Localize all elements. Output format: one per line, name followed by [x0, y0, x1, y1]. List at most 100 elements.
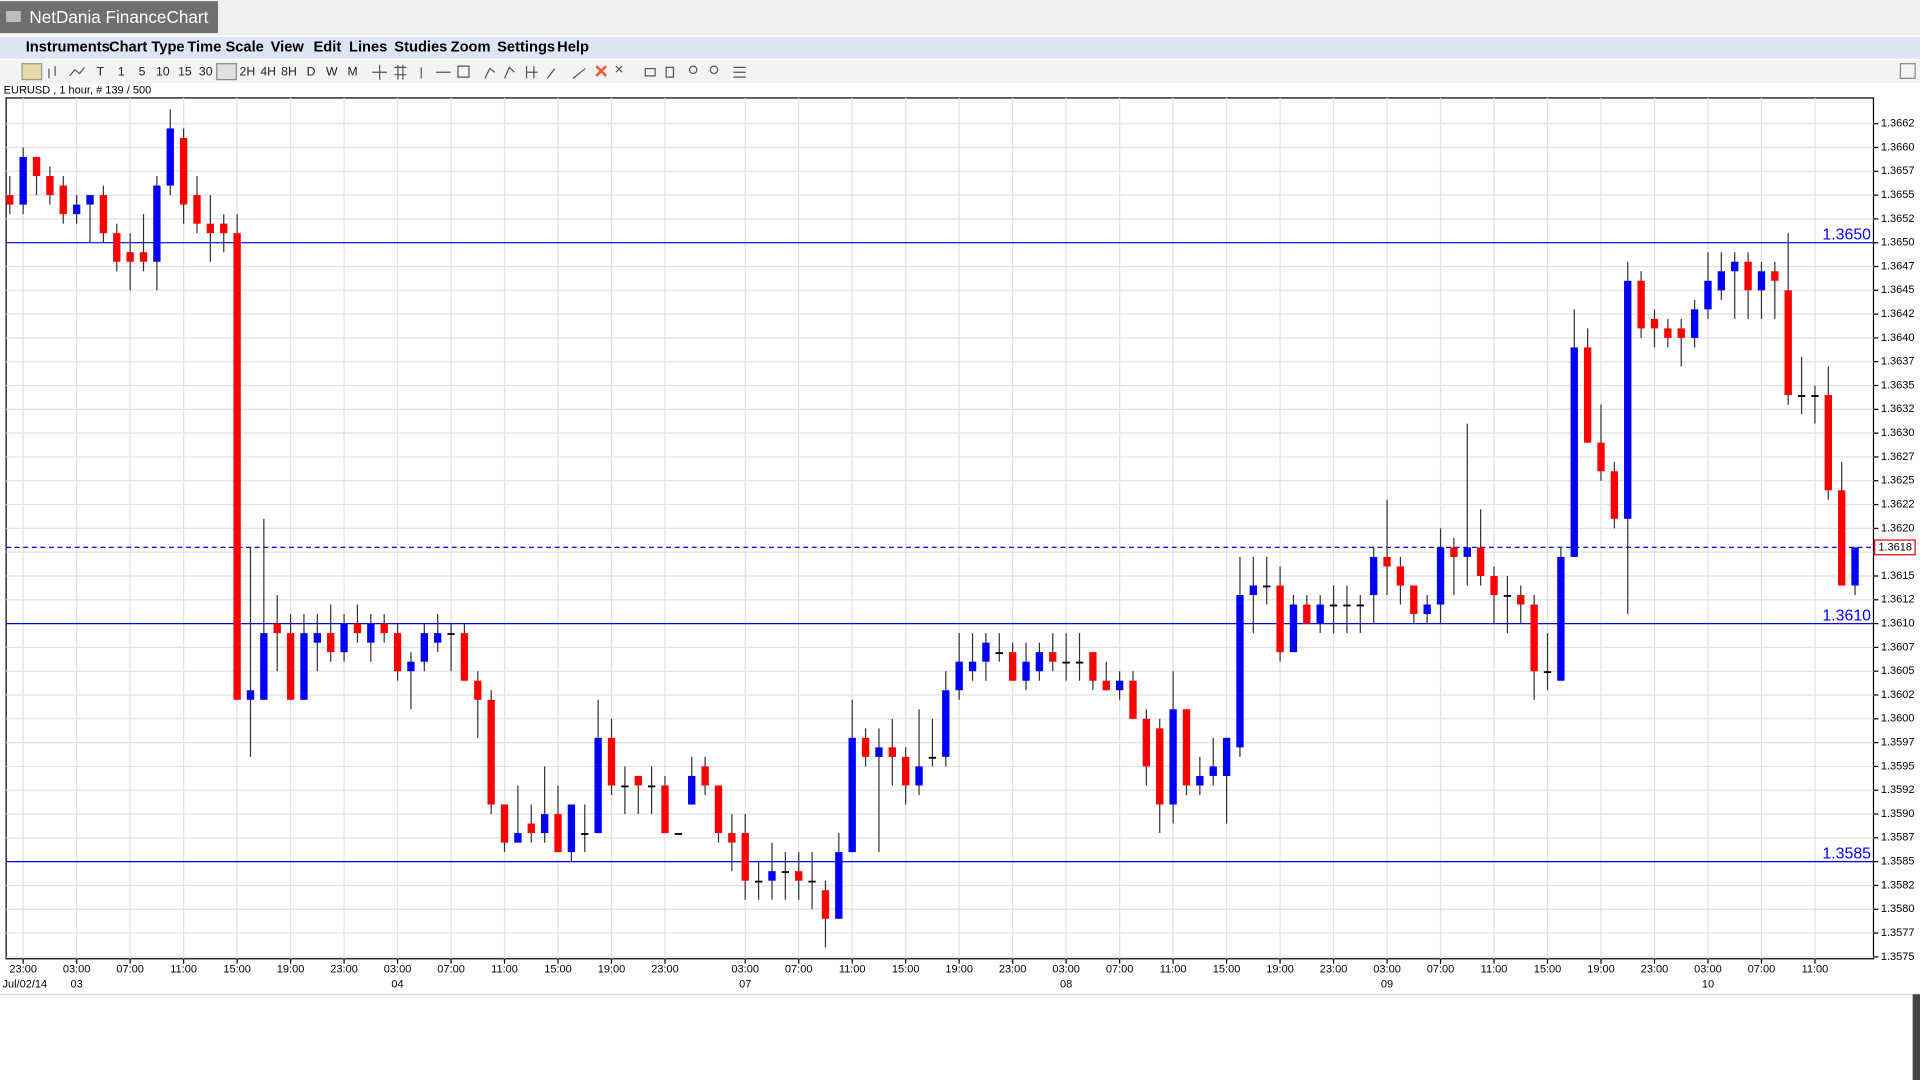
y-tick-label: 1.3652: [1881, 213, 1915, 225]
menu-item[interactable]: Zoom: [451, 40, 491, 56]
candle-body: [447, 633, 455, 635]
candle-body: [647, 785, 656, 788]
candle-body: [1142, 718, 1151, 767]
x-tick-label: 03:00: [1694, 964, 1722, 976]
timeframe-button[interactable]: 1: [118, 64, 125, 78]
tool-icon[interactable]: [21, 63, 43, 81]
y-tick-label: 1.3582: [1881, 879, 1915, 891]
y-tick-label: 1.3605: [1881, 665, 1915, 677]
candle-body: [835, 852, 843, 919]
y-tick-label: 1.3585: [1881, 856, 1915, 868]
timeframe-button[interactable]: 8H: [281, 64, 297, 78]
level-label: 1.3650: [1822, 227, 1871, 244]
candle-body: [193, 195, 201, 224]
candle-body: [72, 204, 81, 215]
candle-body: [1583, 347, 1592, 443]
candle-body: [1156, 728, 1164, 805]
menu-item[interactable]: Settings: [497, 40, 555, 56]
x-tick-label: 03:00: [1373, 964, 1401, 976]
x-date-label: Jul/02/14: [2, 978, 47, 990]
candle-body: [1022, 661, 1030, 681]
candle-body: [634, 775, 642, 786]
candle-body: [460, 633, 469, 681]
x-tick-label: 11:00: [1802, 964, 1829, 976]
timeframe-button[interactable]: 15: [178, 64, 192, 78]
toolbar-icons: [21, 63, 1916, 81]
corner-icon[interactable]: [1899, 63, 1916, 79]
y-tick-label: 1.3627: [1881, 451, 1915, 463]
candle-body: [500, 804, 509, 843]
candle-body: [166, 128, 174, 186]
candle-body: [1196, 775, 1204, 786]
candle-body: [1303, 604, 1311, 624]
timeframe-button[interactable]: W: [326, 64, 338, 78]
candle-body: [1624, 280, 1632, 519]
tool-icon[interactable]: [48, 66, 85, 79]
tool-icon[interactable]: [615, 65, 746, 78]
level-label: 1.3585: [1822, 846, 1871, 863]
menu-item[interactable]: Edit: [313, 40, 341, 56]
candle-body: [701, 766, 709, 786]
timeframe-button[interactable]: 5: [139, 64, 146, 78]
tool-icon[interactable]: [484, 66, 586, 79]
candle-body: [1169, 709, 1177, 805]
candle-body: [968, 661, 977, 672]
x-tick-label: 11:00: [839, 964, 866, 976]
x-tick-label: 23:00: [999, 964, 1027, 976]
timeframe-button[interactable]: D: [307, 64, 316, 78]
candle-body: [126, 252, 134, 262]
candle-body: [1797, 395, 1806, 397]
y-tick-label: 1.3657: [1881, 165, 1915, 177]
y-tick-label: 1.3650: [1881, 237, 1915, 249]
candle-body: [768, 871, 776, 881]
tool-icon[interactable]: [595, 65, 607, 77]
candle-body: [714, 785, 723, 834]
app-icon: [6, 11, 21, 23]
menu-item[interactable]: View: [271, 40, 305, 56]
candle-body: [1222, 737, 1231, 776]
menu-item[interactable]: Help: [557, 40, 589, 56]
candle-body: [206, 223, 215, 234]
candle-body: [1276, 585, 1284, 653]
candle-body: [300, 633, 308, 700]
candle-body: [1503, 595, 1512, 597]
candle-body: [1824, 395, 1832, 491]
candle-body: [527, 823, 535, 834]
timeframe-button[interactable]: 2H: [240, 64, 256, 78]
candle-body: [1784, 290, 1792, 396]
x-tick-label: 23:00: [1641, 964, 1669, 976]
candle-body: [902, 756, 910, 786]
candle-body: [340, 623, 348, 653]
x-tick-label: 15:00: [1213, 964, 1241, 976]
tool-icon[interactable]: [372, 64, 470, 80]
candle-body: [1329, 604, 1338, 607]
x-tick-label: 23:00: [9, 964, 37, 976]
candle-body: [1089, 652, 1097, 681]
timeframe-button[interactable]: 4H: [260, 64, 276, 78]
candle-body: [153, 185, 161, 262]
menu-item[interactable]: Lines: [349, 40, 387, 56]
candle-body: [1757, 271, 1766, 291]
candle-body: [1423, 604, 1431, 615]
timeframe-button[interactable]: 30: [199, 64, 213, 78]
x-tick-label: 15:00: [1534, 964, 1562, 976]
timeframe-button[interactable]: M: [348, 64, 358, 78]
y-tick-label: 1.3662: [1881, 118, 1915, 130]
x-date-label: 04: [391, 978, 403, 990]
y-tick-label: 1.3597: [1881, 737, 1915, 749]
x-tick-label: 19:00: [1587, 964, 1615, 976]
y-tick-label: 1.3615: [1881, 570, 1915, 582]
menu-item[interactable]: Studies: [394, 40, 447, 56]
x-tick-label: 19:00: [598, 964, 626, 976]
candle-body: [260, 633, 268, 700]
menu-item[interactable]: Chart Type: [109, 40, 185, 56]
y-tick-label: 1.3622: [1881, 498, 1915, 510]
menu-item[interactable]: Instruments: [26, 40, 110, 56]
candle-body: [1062, 661, 1070, 664]
timeframe-button[interactable]: 10: [156, 64, 170, 78]
candle-body: [688, 775, 696, 805]
x-tick-label: 11:00: [1160, 964, 1187, 976]
candle-body: [848, 737, 856, 853]
timeframe-button[interactable]: T: [97, 64, 105, 78]
menu-item[interactable]: Time Scale: [187, 40, 263, 56]
